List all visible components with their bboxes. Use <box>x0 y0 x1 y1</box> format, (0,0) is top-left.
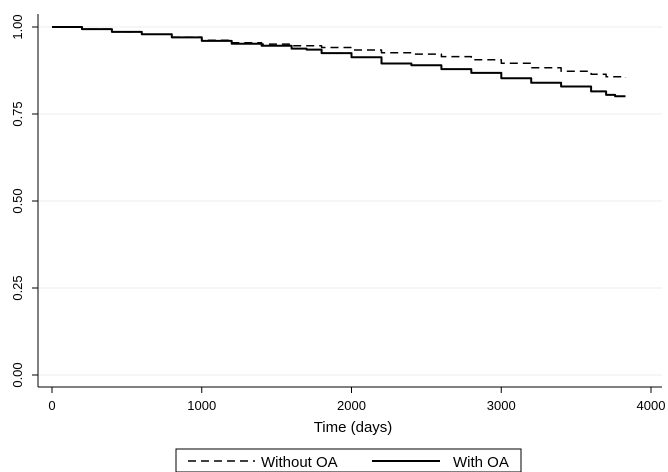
grid-lines <box>39 26 662 376</box>
y-tick-label: 1.00 <box>10 14 25 39</box>
x-ticks: 0 1000 2000 3000 4000 <box>48 387 665 413</box>
legend-label-with-oa: With OA <box>453 454 509 471</box>
y-tick-label: 0.50 <box>10 188 25 213</box>
x-tick-label: 3000 <box>487 398 516 413</box>
x-tick-label: 2000 <box>337 398 366 413</box>
series-line-with-oa <box>52 26 626 98</box>
y-tick-label: 0.75 <box>10 101 25 126</box>
y-tick-label: 0.00 <box>10 362 25 387</box>
legend-box <box>175 448 522 472</box>
y-ticks: 0.00 0.25 0.50 0.75 1.00 <box>10 14 38 388</box>
x-tick-label: 1000 <box>187 398 216 413</box>
x-axis-title: Time (days) <box>314 419 393 436</box>
legend-label-without-oa: Without OA <box>261 454 338 471</box>
y-tick-label: 0.25 <box>10 275 25 300</box>
series-lines <box>52 26 627 98</box>
legend: Without OA With OA <box>175 448 522 472</box>
x-tick-label: 4000 <box>637 398 666 413</box>
x-tick-label: 0 <box>48 398 55 413</box>
